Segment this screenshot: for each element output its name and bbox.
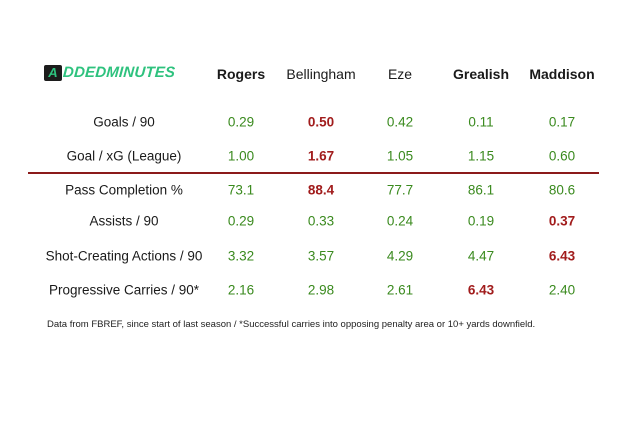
table-cell: 1.05 xyxy=(386,148,414,164)
column-header-bellingham: Bellingham xyxy=(286,66,356,82)
table-cell: 86.1 xyxy=(467,182,495,198)
table-cell: 0.50 xyxy=(307,114,335,130)
table-cell: 0.29 xyxy=(227,114,255,130)
table-divider xyxy=(28,172,599,174)
table-cell: 0.19 xyxy=(467,213,495,229)
table-cell: 3.32 xyxy=(227,248,255,264)
table-cell: 0.33 xyxy=(307,213,335,229)
table-cell: 1.67 xyxy=(307,148,335,164)
row-label: Pass Completion % xyxy=(65,182,183,198)
table-cell: 0.11 xyxy=(468,114,494,130)
addedminutes-logo: A DDEDMINUTES xyxy=(44,64,176,81)
table-cell: 0.37 xyxy=(548,213,576,229)
table-cell: 2.98 xyxy=(307,282,335,298)
row-label: Assists / 90 xyxy=(89,213,159,229)
table-cell: 2.16 xyxy=(227,282,255,298)
table-cell: 6.43 xyxy=(548,248,576,264)
table-cell: 88.4 xyxy=(307,182,335,198)
column-header-eze: Eze xyxy=(387,66,413,82)
row-label: Goals / 90 xyxy=(93,114,155,130)
row-label: Progressive Carries / 90* xyxy=(48,282,200,298)
logo-mark: A xyxy=(44,64,62,81)
table-cell: 6.43 xyxy=(467,282,495,298)
table-cell: 1.15 xyxy=(467,148,495,164)
table-cell: 0.29 xyxy=(227,213,255,229)
logo-mark-letter: A xyxy=(48,65,58,80)
table-cell: 0.17 xyxy=(548,114,576,130)
table-cell: 2.40 xyxy=(548,282,576,298)
table-cell: 2.61 xyxy=(386,282,414,298)
row-label: Goal / xG (League) xyxy=(66,148,182,164)
row-label: Shot-Creating Actions / 90 xyxy=(45,248,203,264)
column-header-rogers: Rogers xyxy=(216,66,266,82)
table-cell: 77.7 xyxy=(386,182,414,198)
table-cell: 80.6 xyxy=(548,182,576,198)
logo-text: DDEDMINUTES xyxy=(62,64,176,81)
table-cell: 4.47 xyxy=(467,248,495,264)
table-cell: 0.24 xyxy=(386,213,414,229)
footnote: Data from FBREF, since start of last sea… xyxy=(47,319,536,330)
column-header-grealish: Grealish xyxy=(452,66,510,82)
table-cell: 3.57 xyxy=(307,248,335,264)
column-header-maddison: Maddison xyxy=(529,66,595,82)
table-cell: 1.00 xyxy=(227,148,255,164)
table-cell: 0.60 xyxy=(548,148,576,164)
table-cell: 73.1 xyxy=(227,182,255,198)
table-cell: 0.42 xyxy=(386,114,414,130)
table-cell: 4.29 xyxy=(386,248,414,264)
